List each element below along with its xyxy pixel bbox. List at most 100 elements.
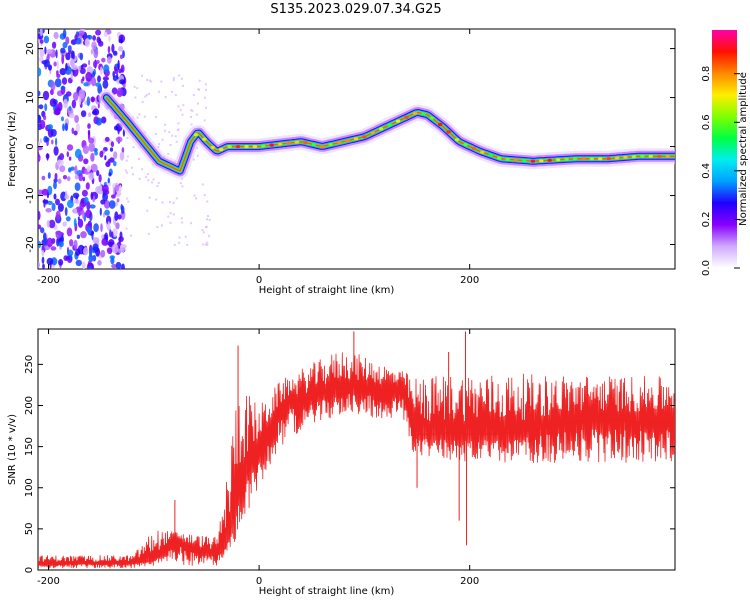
noise-dot xyxy=(161,138,164,141)
noise-dot xyxy=(202,231,205,234)
noise-dot xyxy=(175,140,178,143)
noise-blob xyxy=(88,142,95,152)
noise-blob xyxy=(83,82,89,87)
noise-blob xyxy=(95,117,103,126)
noise-blob xyxy=(60,85,66,90)
noise-blob xyxy=(99,150,104,158)
noise-blob xyxy=(73,239,78,250)
noise-blob xyxy=(118,68,122,74)
noise-blob xyxy=(54,172,58,180)
noise-blob xyxy=(88,265,93,269)
noise-blob xyxy=(75,123,80,133)
noise-dot xyxy=(178,74,181,77)
noise-blob xyxy=(51,203,56,211)
noise-blob xyxy=(108,200,116,209)
noise-dot xyxy=(196,154,199,157)
noise-blob xyxy=(53,146,59,156)
spectrogram-ticks: -200 0 200 -20 -10 0 10 20 xyxy=(25,29,675,286)
noise-blob xyxy=(73,130,78,136)
noise-blob xyxy=(59,153,65,161)
noise-dot xyxy=(167,215,170,218)
noise-blob xyxy=(53,109,61,116)
noise-dot xyxy=(151,181,154,184)
noise-blob xyxy=(69,254,73,262)
noise-blob xyxy=(111,194,116,199)
noise-blob xyxy=(38,189,44,195)
ridge-bead xyxy=(530,159,536,163)
noise-blob xyxy=(61,77,68,85)
noise-blob xyxy=(69,239,74,247)
noise-blob xyxy=(65,52,71,61)
noise-blob xyxy=(57,203,64,212)
spectrogram-heatmap xyxy=(38,29,675,269)
noise-blob xyxy=(106,180,112,187)
noise-dot xyxy=(174,135,177,138)
noise-blob xyxy=(115,136,123,143)
noise-blob xyxy=(55,49,58,59)
noise-dot xyxy=(204,243,207,246)
noise-dot xyxy=(196,146,198,149)
noise-blob xyxy=(68,156,72,161)
noise-blob xyxy=(53,31,59,40)
ridge-bead xyxy=(202,137,207,141)
noise-blob xyxy=(67,199,74,209)
noise-dot xyxy=(177,128,180,131)
colorbar-ticks: 0.0 0.2 0.4 0.6 0.8 xyxy=(701,66,740,276)
noise-dot xyxy=(148,196,151,199)
ridge-bead xyxy=(513,158,519,162)
noise-dot xyxy=(190,123,193,126)
noise-dot xyxy=(203,194,206,197)
noise-blob xyxy=(119,54,124,60)
ridge-bead xyxy=(412,111,418,115)
noise-blob xyxy=(58,259,64,266)
noise-blob xyxy=(57,159,64,167)
noise-blob xyxy=(83,196,89,204)
noise-blob xyxy=(47,124,53,130)
noise-blob xyxy=(73,208,78,214)
y-tick-label: 100 xyxy=(24,478,35,497)
noise-blob xyxy=(68,167,72,173)
noise-dot xyxy=(152,178,155,181)
ridge-bead xyxy=(429,116,434,120)
ridge-bead xyxy=(370,131,375,135)
ridge-bead xyxy=(454,138,460,142)
noise-dot xyxy=(169,144,172,146)
noise-dot xyxy=(148,92,150,95)
snr-line xyxy=(38,352,675,569)
spectrogram-plot-frame xyxy=(37,28,676,270)
y-tick-label: 0 xyxy=(24,567,35,573)
noise-blob xyxy=(38,153,41,163)
noise-blob xyxy=(88,254,94,262)
noise-blob xyxy=(38,146,43,151)
noise-dot xyxy=(177,122,180,125)
noise-dot xyxy=(154,133,157,135)
noise-blob xyxy=(108,35,111,42)
noise-blob xyxy=(88,112,92,118)
noise-dot xyxy=(181,113,184,116)
colorbar-tick-label: 0.4 xyxy=(701,163,712,179)
snr-x-axis-label: Height of straight line (km) xyxy=(259,586,395,597)
noise-dot xyxy=(164,96,167,99)
noise-blob xyxy=(87,165,91,173)
spectrogram-panel: -200 0 200 -20 -10 0 10 20 Height of straight l… xyxy=(7,28,676,296)
snr-series xyxy=(38,331,675,569)
ridge-bead xyxy=(404,115,409,119)
noise-dot xyxy=(161,201,164,204)
noise-blob xyxy=(97,260,102,266)
noise-blob xyxy=(113,151,118,160)
x-tick-label: -200 xyxy=(37,576,60,587)
noise-blob xyxy=(67,45,72,52)
noise-dot xyxy=(174,94,177,97)
noise-blob xyxy=(98,40,104,47)
noise-blob xyxy=(80,110,87,118)
noise-blob xyxy=(81,261,86,269)
noise-blob xyxy=(47,128,54,138)
noise-blob xyxy=(57,178,62,184)
noise-dot xyxy=(130,234,132,237)
colorbar-label: Normalized spectral amplitude xyxy=(738,72,749,226)
noise-dot xyxy=(206,200,209,203)
noise-blob xyxy=(78,173,83,182)
noise-blob xyxy=(101,116,107,124)
noise-blob xyxy=(101,57,106,63)
ridge-bead xyxy=(353,137,359,141)
